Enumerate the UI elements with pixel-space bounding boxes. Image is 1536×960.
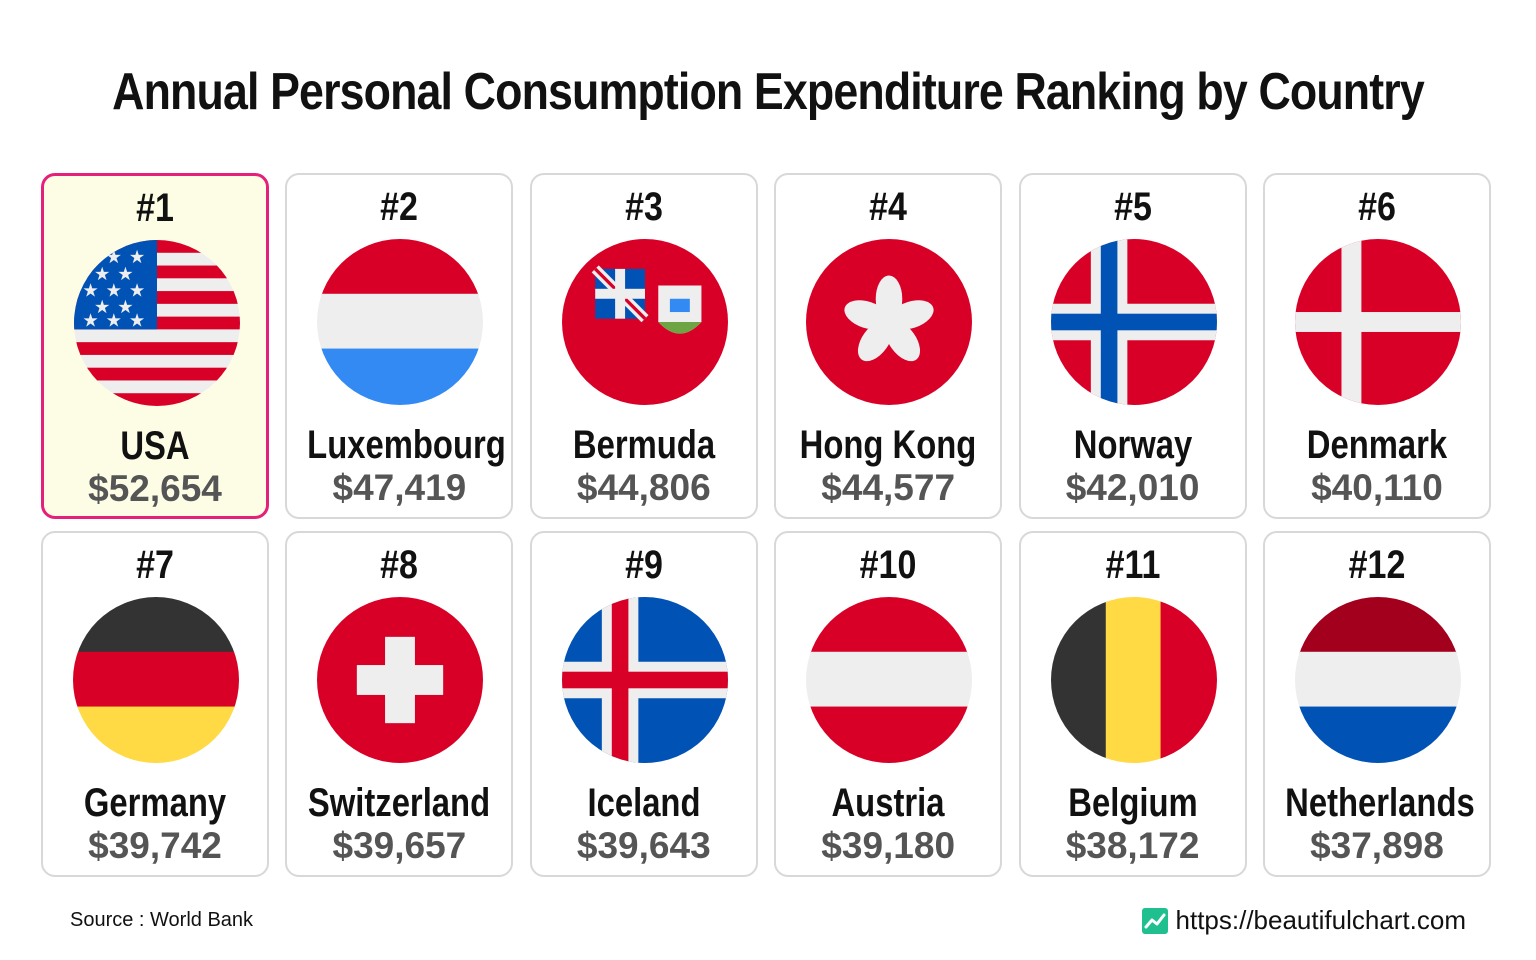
expenditure-value: $39,643	[576, 825, 711, 866]
country-name: Belgium	[1067, 781, 1198, 825]
country-card: #11 Belgium $38,172	[1018, 531, 1247, 877]
flag-germany-icon	[73, 597, 239, 763]
country-card: #5 Norway $42,010	[1018, 173, 1247, 519]
svg-text:★: ★	[117, 264, 133, 285]
ranking-grid: #1 ★ ★ ★ ★ ★ ★ ★ ★ ★ ★ ★ ★ ★ USA $52,654 #2 Luxembourg $47…	[41, 173, 1491, 877]
country-card: #8 Switzerland $39,657	[285, 531, 514, 877]
flag-denmark-icon	[1294, 239, 1461, 405]
svg-text:★: ★	[82, 280, 98, 301]
expenditure-value: $44,806	[576, 467, 711, 508]
rank-label: #10	[859, 543, 917, 587]
expenditure-value: $40,110	[1311, 467, 1443, 508]
country-card: #9 Iceland $39,643	[529, 531, 758, 877]
flag-belgium-icon	[1050, 597, 1217, 763]
rank-label: #9	[624, 543, 663, 587]
country-card: #1 ★ ★ ★ ★ ★ ★ ★ ★ ★ ★ ★ ★ ★ USA $52,654	[41, 173, 269, 519]
flag-netherlands-icon	[1294, 597, 1461, 763]
country-name: Iceland	[587, 781, 701, 825]
rank-label: #8	[380, 543, 419, 587]
country-name: Hong Kong	[799, 423, 977, 467]
rank-label: #12	[1348, 543, 1406, 587]
chart-title: Annual Personal Consumption Expenditure …	[112, 63, 1425, 121]
svg-text:★: ★	[94, 297, 110, 318]
country-name: Germany	[83, 781, 227, 825]
flag-norway-icon	[1050, 239, 1217, 405]
svg-text:★: ★	[129, 280, 145, 301]
flag-iceland-icon	[561, 597, 728, 763]
country-card: #2 Luxembourg $47,419	[285, 173, 514, 519]
country-name: Austria	[831, 781, 945, 825]
country-name: Switzerland	[308, 781, 491, 825]
country-name: Denmark	[1306, 423, 1448, 467]
svg-text:★: ★	[117, 297, 133, 318]
flag-austria-icon	[806, 597, 973, 763]
country-card: #6 Denmark $40,110	[1262, 173, 1491, 519]
country-card: #12 Netherlands $37,898	[1262, 531, 1491, 877]
country-name: Bermuda	[572, 423, 715, 467]
expenditure-value: $47,419	[332, 467, 467, 508]
source-note: Source : World Bank	[70, 909, 254, 931]
rank-label: #3	[624, 185, 663, 229]
svg-text:★: ★	[129, 247, 145, 268]
rank-label: #11	[1105, 543, 1160, 587]
expenditure-value: $39,742	[88, 825, 222, 866]
country-card: #3 Bermuda $44,806	[529, 173, 758, 519]
flag-bermuda-icon	[561, 239, 728, 405]
flag-usa-icon: ★ ★ ★ ★ ★ ★ ★ ★ ★ ★ ★ ★ ★	[74, 240, 240, 406]
rank-label: #6	[1358, 185, 1396, 229]
chart-logo-icon	[1141, 907, 1168, 934]
svg-text:★: ★	[82, 247, 98, 268]
expenditure-value: $44,577	[821, 467, 956, 508]
expenditure-value: $39,657	[332, 825, 467, 866]
country-name: Norway	[1073, 423, 1192, 467]
svg-text:★: ★	[106, 280, 122, 301]
expenditure-value: $39,180	[821, 825, 956, 866]
country-name: Netherlands	[1285, 781, 1475, 825]
flag-hong-kong-icon	[806, 239, 973, 405]
rank-label: #7	[136, 543, 174, 587]
country-name: USA	[120, 424, 190, 468]
flag-luxembourg-icon	[317, 239, 484, 405]
expenditure-value: $38,172	[1065, 825, 1200, 866]
country-card: #7 Germany $39,742	[41, 531, 269, 877]
website-url: https://beautifulchart.com	[1175, 905, 1466, 935]
country-card: #4 Hong Kong $44,577	[774, 173, 1003, 519]
country-name: Luxembourg	[307, 423, 507, 467]
country-card: #10 Austria $39,180	[774, 531, 1003, 877]
svg-text:★: ★	[106, 310, 122, 331]
svg-text:★: ★	[82, 310, 98, 331]
rank-label: #5	[1113, 185, 1152, 229]
rank-label: #2	[380, 185, 419, 229]
rank-label: #1	[136, 186, 174, 230]
svg-text:★: ★	[94, 264, 110, 285]
expenditure-value: $52,654	[88, 468, 222, 509]
svg-text:★: ★	[129, 310, 145, 331]
flag-switzerland-icon	[317, 597, 484, 763]
expenditure-value: $42,010	[1065, 467, 1200, 508]
website-link[interactable]: https://beautifulchart.com	[1141, 905, 1466, 936]
expenditure-value: $37,898	[1310, 825, 1444, 866]
rank-label: #4	[869, 185, 908, 229]
